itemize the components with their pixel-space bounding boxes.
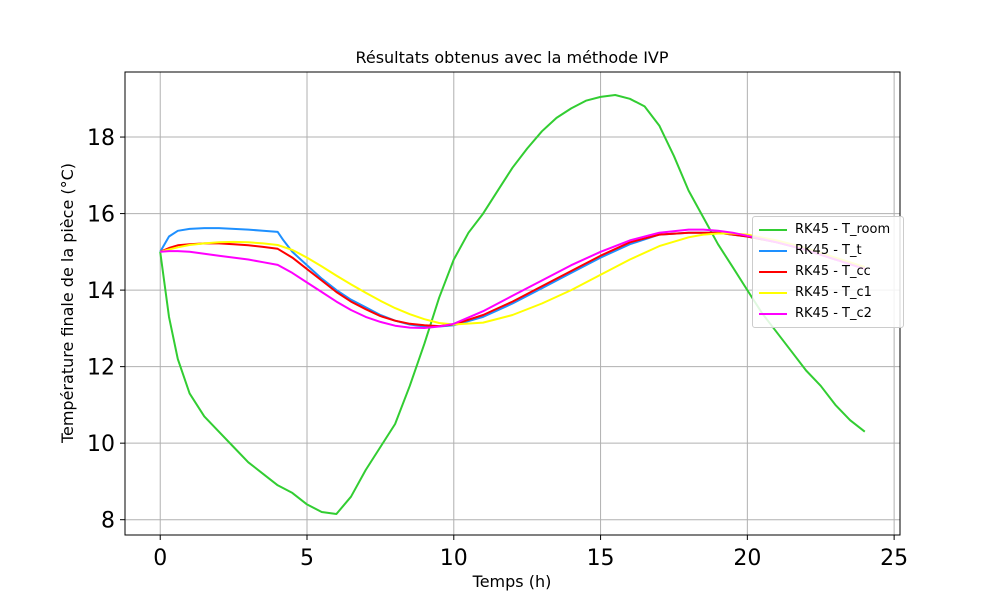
series-line-rk45-t-c1 xyxy=(159,232,866,326)
y-tick-label: 16 xyxy=(87,203,115,228)
legend-swatch xyxy=(759,228,787,231)
x-tick-label: 0 xyxy=(153,546,167,571)
legend-item: RK45 - T_t xyxy=(759,240,897,261)
y-tick-label: 14 xyxy=(87,279,115,304)
y-tick-label: 18 xyxy=(87,126,115,151)
legend-swatch xyxy=(759,312,787,315)
x-tick-label: 20 xyxy=(733,546,761,571)
x-tick-label: 10 xyxy=(440,546,468,571)
x-tick-label: 15 xyxy=(587,546,615,571)
series-line-rk45-t-c2 xyxy=(160,228,866,329)
legend: RK45 - T_room RK45 - T_t RK45 - T_cc RK45 -… xyxy=(752,216,904,328)
series-layer xyxy=(159,94,866,515)
series-line-rk45-t-room xyxy=(159,94,866,515)
legend-label: RK45 - T_c2 xyxy=(795,306,872,321)
legend-item: RK45 - T_room xyxy=(759,219,897,240)
legend-label: RK45 - T_cc xyxy=(795,264,871,279)
legend-label: RK45 - T_t xyxy=(795,243,862,258)
y-tick-label: 8 xyxy=(101,509,115,534)
legend-item: RK45 - T_c1 xyxy=(759,282,897,303)
legend-swatch xyxy=(759,270,787,273)
chart-title: Résultats obtenus avec la méthode IVP xyxy=(355,48,668,67)
ticks: 0 5 10 15 20 25 8 10 12 14 16 18 xyxy=(87,126,908,571)
legend-swatch xyxy=(759,249,787,252)
y-tick-label: 12 xyxy=(87,356,115,381)
legend-swatch xyxy=(759,291,787,294)
legend-item: RK45 - T_c2 xyxy=(759,303,897,324)
x-axis-label: Temps (h) xyxy=(472,572,552,591)
legend-label: RK45 - T_room xyxy=(795,222,891,237)
x-tick-label: 25 xyxy=(880,546,908,571)
y-axis-label: Température finale de la pièce (°C) xyxy=(58,163,77,444)
legend-item: RK45 - T_cc xyxy=(759,261,897,282)
x-tick-label: 5 xyxy=(300,546,314,571)
y-tick-label: 10 xyxy=(87,432,115,457)
legend-label: RK45 - T_c1 xyxy=(795,285,872,300)
